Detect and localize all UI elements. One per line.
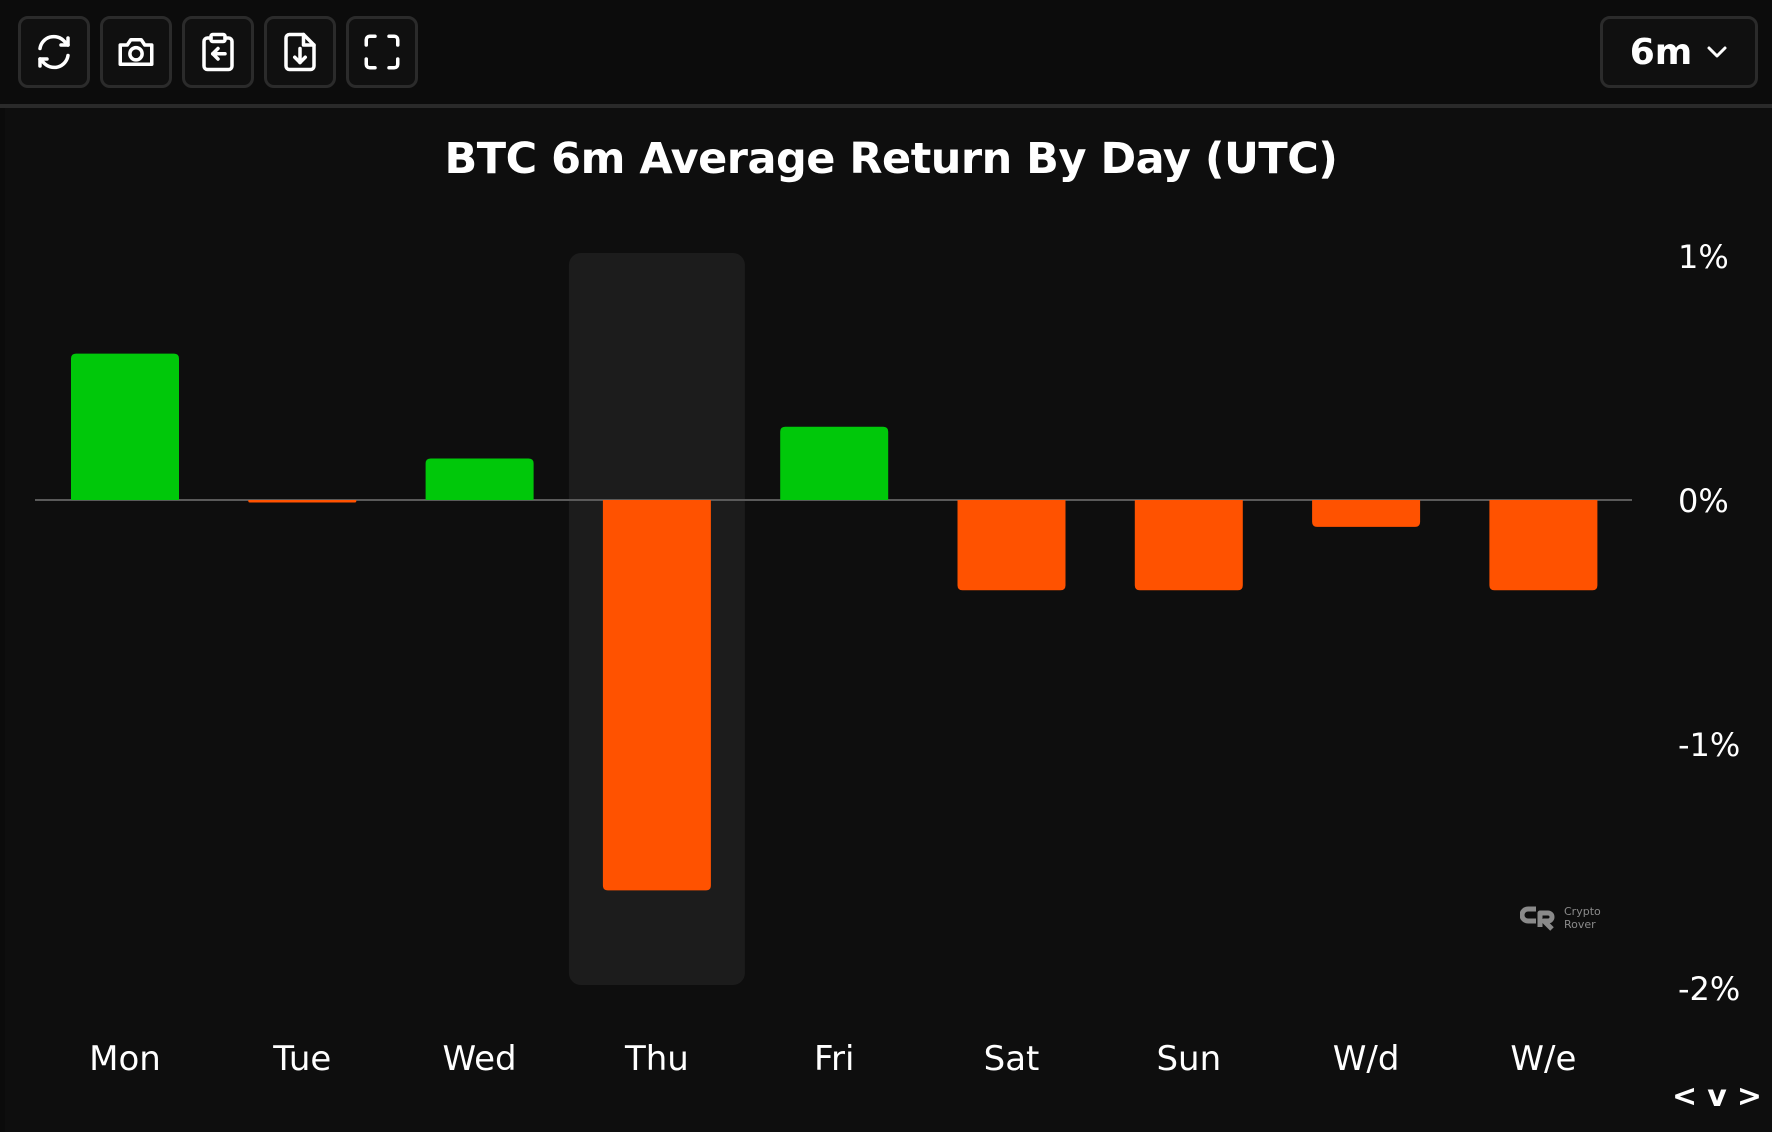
chevron-down-icon [1707,46,1727,58]
y-tick-label: 1% [1678,238,1729,276]
chart-panel [5,0,1772,1132]
crypto-rover-logo [1520,906,1555,931]
x-tick-label: Wed [443,1039,517,1079]
watermark-line1: Crypto [1564,905,1601,918]
x-tick-label: Mon [89,1039,161,1079]
refresh-icon [38,34,70,70]
range-value: 6m [1629,31,1693,73]
camera-icon [118,38,154,66]
fullscreen-icon [364,34,400,70]
x-tick-label: Sat [984,1039,1040,1079]
y-tick-label: -2% [1678,970,1740,1008]
bar-we[interactable] [1489,500,1598,591]
y-tick-label: 0% [1678,482,1729,520]
x-tick-label: Fri [814,1039,855,1079]
next-arrow-icon[interactable]: > [1736,1078,1762,1114]
bar-sat[interactable] [957,500,1066,591]
clipboard-icon [202,32,234,72]
watermark: Crypto Rover [1520,905,1601,931]
copy-button[interactable] [182,16,254,88]
x-tick-label: W/e [1510,1039,1576,1079]
toolbar: 6m [0,0,1772,108]
range-select[interactable]: 6m [1600,16,1758,88]
bar-fri[interactable] [780,426,889,500]
watermark-line2: Rover [1564,918,1596,931]
fullscreen-button[interactable] [346,16,418,88]
chart-nav: < v > [1672,1076,1762,1116]
bar-wd[interactable] [1312,500,1421,527]
file-download-icon [284,32,316,72]
bar-thu[interactable] [602,500,711,891]
chart-title: BTC 6m Average Return By Day (UTC) [444,134,1338,184]
x-tick-label: W/d [1333,1039,1400,1079]
bar-wed[interactable] [425,458,534,500]
y-tick-label: -1% [1678,726,1740,764]
download-button[interactable] [264,16,336,88]
bar-mon[interactable] [71,353,179,500]
bar-tue[interactable] [248,500,357,503]
x-tick-label: Thu [624,1039,689,1079]
prev-arrow-icon[interactable]: < [1672,1078,1698,1114]
x-tick-label: Tue [272,1039,331,1079]
refresh-button[interactable] [18,16,90,88]
x-tick-label: Sun [1156,1039,1221,1079]
toggle-arrow-icon[interactable]: v [1707,1078,1727,1114]
bar-sun[interactable] [1134,500,1243,591]
screenshot-button[interactable] [100,16,172,88]
